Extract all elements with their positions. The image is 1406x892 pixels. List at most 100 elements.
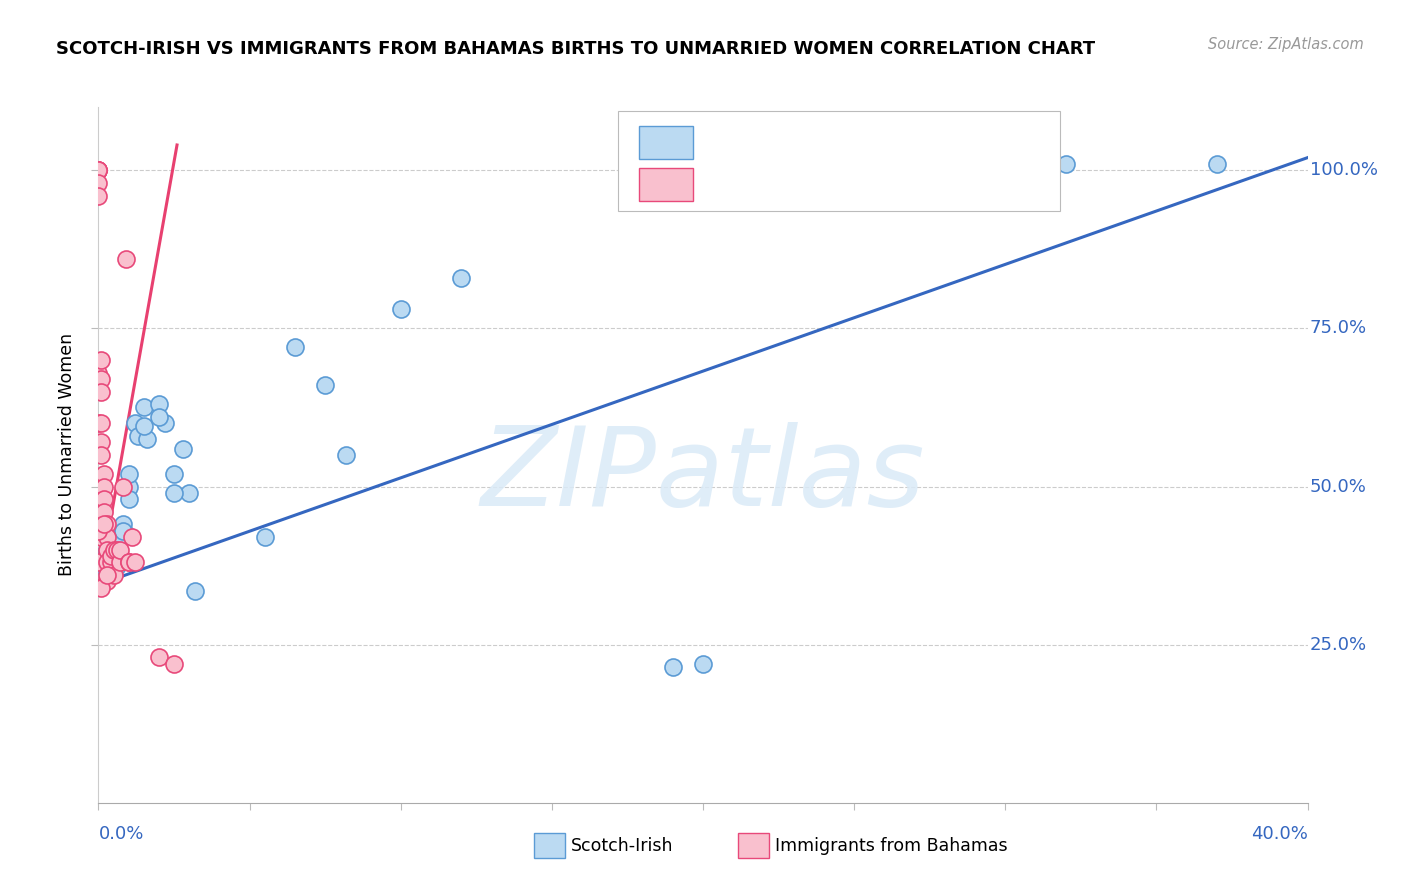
Point (96, 568, 118, 582)
Point (103, 556, 125, 570)
Point (108, 556, 131, 570)
Text: 25.0%: 25.0% (1310, 636, 1367, 654)
Point (132, 419, 155, 434)
Point (96, 556, 118, 570)
FancyBboxPatch shape (638, 168, 693, 201)
Point (96, 574, 118, 589)
Point (93, 479, 115, 493)
Point (335, 448, 357, 462)
Point (96, 558, 118, 573)
Point (661, 660, 683, 674)
Point (90, 353, 112, 368)
Point (87, 163, 110, 178)
Point (114, 527, 136, 541)
Point (87, 417, 110, 431)
Text: 50.0%: 50.0% (1310, 477, 1367, 496)
Point (118, 467, 141, 481)
Point (111, 524, 134, 538)
Point (118, 492, 141, 507)
Point (87, 163, 110, 178)
Text: R = 0.663: R = 0.663 (709, 133, 815, 152)
Point (153, 417, 176, 431)
Point (108, 552, 131, 566)
Text: 75.0%: 75.0% (1310, 319, 1367, 337)
Point (90, 479, 112, 493)
Y-axis label: Births to Unmarried Women: Births to Unmarried Women (58, 334, 76, 576)
Point (1054, 157, 1077, 171)
Point (253, 530, 276, 544)
Point (96, 542, 118, 557)
Point (177, 486, 201, 500)
Point (93, 552, 115, 566)
Point (96, 530, 118, 544)
Point (96, 565, 118, 579)
Text: Immigrants from Bahamas: Immigrants from Bahamas (775, 837, 1007, 855)
Text: Scotch-Irish: Scotch-Irish (571, 837, 673, 855)
Point (100, 556, 122, 570)
Point (184, 583, 207, 598)
Point (163, 657, 186, 671)
Point (111, 479, 134, 493)
Point (148, 397, 170, 411)
Point (163, 467, 186, 481)
Point (692, 657, 714, 671)
Text: 0.0%: 0.0% (98, 825, 143, 843)
Point (118, 479, 141, 493)
Point (90, 581, 112, 595)
Point (103, 549, 125, 563)
Point (90, 372, 112, 386)
Point (90, 530, 112, 544)
Point (90, 492, 112, 507)
Point (108, 542, 131, 557)
Point (90, 435, 112, 450)
Point (96, 542, 118, 557)
Point (284, 340, 307, 354)
Point (1206, 157, 1229, 171)
Point (103, 542, 125, 557)
Point (87, 366, 110, 380)
Point (93, 517, 115, 532)
Point (132, 401, 155, 415)
Point (93, 492, 115, 507)
Point (96, 517, 118, 532)
Text: 100.0%: 100.0% (1310, 161, 1378, 179)
Point (103, 558, 125, 573)
Point (450, 270, 472, 285)
Point (148, 409, 170, 424)
Point (90, 448, 112, 462)
Text: N = 46: N = 46 (884, 175, 957, 194)
Point (103, 568, 125, 582)
Point (87, 524, 110, 538)
Point (172, 442, 194, 456)
Point (90, 384, 112, 399)
Point (105, 542, 128, 557)
Point (124, 556, 146, 570)
Point (108, 530, 131, 544)
Text: ZIPatlas: ZIPatlas (481, 422, 925, 529)
Point (105, 558, 128, 573)
FancyBboxPatch shape (638, 126, 693, 159)
Text: N = 42: N = 42 (884, 133, 957, 152)
Point (121, 530, 143, 544)
Point (314, 378, 336, 392)
Point (124, 417, 146, 431)
Point (114, 252, 136, 266)
Point (148, 650, 170, 665)
Point (100, 556, 122, 570)
Point (93, 505, 115, 519)
Point (127, 429, 149, 443)
Text: 40.0%: 40.0% (1251, 825, 1308, 843)
Point (100, 556, 122, 570)
Point (90, 417, 112, 431)
Text: SCOTCH-IRISH VS IMMIGRANTS FROM BAHAMAS BIRTHS TO UNMARRIED WOMEN CORRELATION CH: SCOTCH-IRISH VS IMMIGRANTS FROM BAHAMAS … (56, 40, 1095, 58)
Point (111, 517, 134, 532)
Point (721, 182, 744, 196)
Point (118, 556, 141, 570)
Point (87, 163, 110, 178)
Point (118, 556, 141, 570)
FancyBboxPatch shape (619, 111, 1060, 211)
Point (87, 163, 110, 178)
Point (87, 556, 110, 570)
Point (87, 188, 110, 202)
Text: R = 0.627: R = 0.627 (709, 175, 815, 194)
